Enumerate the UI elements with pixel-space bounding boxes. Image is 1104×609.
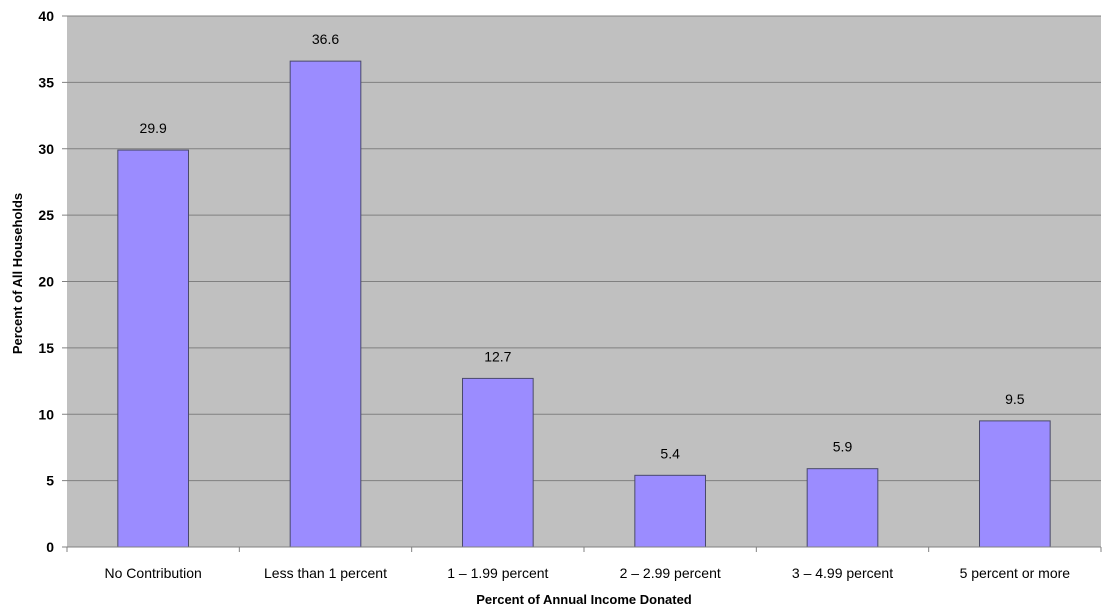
data-label: 36.6 bbox=[312, 31, 339, 47]
x-tick-label: 3 – 4.99 percent bbox=[792, 565, 893, 581]
bar bbox=[979, 420, 1051, 548]
data-label: 5.4 bbox=[660, 445, 680, 461]
y-tick-label: 30 bbox=[38, 141, 54, 157]
x-tick-label: Less than 1 percent bbox=[264, 565, 387, 581]
x-tick-label: No Contribution bbox=[105, 565, 202, 581]
bar bbox=[806, 468, 879, 548]
data-labels: 29.9 36.6 12.7 5.4 5.9 9.5 bbox=[140, 31, 1025, 461]
data-label: 12.7 bbox=[484, 348, 511, 364]
data-label: 5.9 bbox=[833, 439, 853, 455]
y-tick-label: 40 bbox=[38, 8, 54, 24]
data-label: 9.5 bbox=[1005, 391, 1025, 407]
x-tick-label: 1 – 1.99 percent bbox=[447, 565, 548, 581]
x-tick-label: 5 percent or more bbox=[960, 565, 1071, 581]
y-axis-title: Percent of All Households bbox=[10, 193, 25, 354]
bar bbox=[117, 149, 189, 548]
y-tick-label: 5 bbox=[46, 473, 54, 489]
y-tick-label: 10 bbox=[38, 406, 54, 422]
x-axis-ticks: No Contribution Less than 1 percent 1 – 1.… bbox=[66, 547, 1102, 581]
y-tick-label: 25 bbox=[38, 207, 54, 223]
gridlines bbox=[67, 15, 1101, 482]
bars bbox=[117, 60, 1051, 548]
bar bbox=[634, 474, 706, 548]
y-axis-ticks: 0 5 10 15 20 25 30 35 40 bbox=[38, 8, 67, 555]
bar bbox=[462, 377, 534, 548]
x-axis-title: Percent of Annual Income Donated bbox=[476, 592, 692, 607]
bar bbox=[289, 60, 362, 548]
y-tick-label: 20 bbox=[38, 274, 54, 290]
data-label: 29.9 bbox=[140, 120, 167, 136]
x-tick-label: 2 – 2.99 percent bbox=[620, 565, 721, 581]
y-tick-label: 15 bbox=[38, 340, 54, 356]
y-tick-label: 0 bbox=[46, 539, 54, 555]
y-tick-label: 35 bbox=[38, 74, 54, 90]
